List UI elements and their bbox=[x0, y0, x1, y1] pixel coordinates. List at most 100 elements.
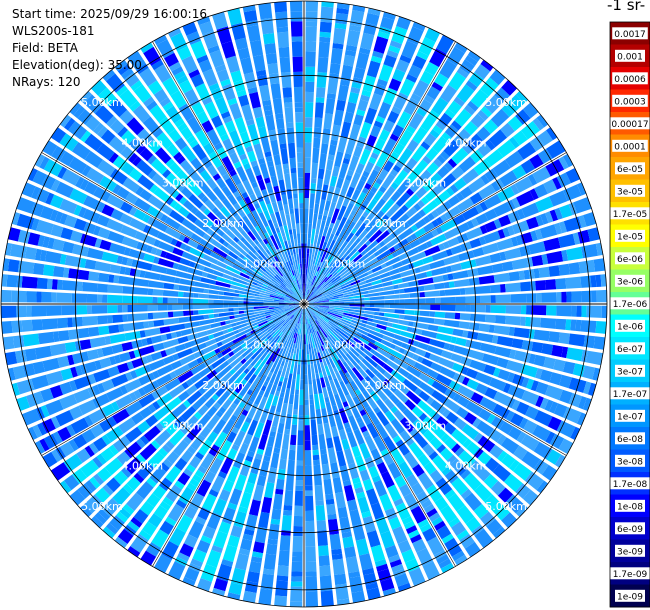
colorbar-label-bg-0 bbox=[612, 27, 648, 40]
ray-89-bin-20 bbox=[304, 404, 310, 416]
ray-93-bin-5 bbox=[297, 328, 300, 334]
ray-116-bin-48 bbox=[49, 343, 67, 357]
ray-94-bin-13 bbox=[284, 367, 290, 378]
ray-42-bin-57 bbox=[474, 64, 491, 80]
ray-81-bin-12 bbox=[329, 358, 336, 369]
ray-89-bin-54 bbox=[305, 576, 318, 592]
ray-22-bin-7 bbox=[285, 261, 292, 272]
ray-3-bin-17 bbox=[209, 284, 220, 291]
ray-109-bin-51 bbox=[73, 434, 88, 449]
ray-99-bin-23 bbox=[244, 404, 251, 412]
ray-33-bin-29 bbox=[327, 154, 335, 161]
colorbar-label-bg-10 bbox=[615, 252, 645, 265]
ray-75-bin-25 bbox=[389, 393, 400, 405]
ray-0-bin-18 bbox=[208, 299, 214, 304]
ray-69-bin-12 bbox=[356, 331, 363, 337]
ray-74-bin-42 bbox=[454, 446, 465, 457]
ray-45-bin-5 bbox=[322, 275, 334, 287]
ray-47-bin-18 bbox=[375, 244, 382, 251]
ray-67-bin-54 bbox=[553, 403, 568, 418]
ray-44-bin-3 bbox=[314, 285, 322, 294]
ray-35-bin-11 bbox=[318, 235, 326, 252]
ray-57-bin-55 bbox=[578, 259, 596, 274]
ray-69-bin-56 bbox=[549, 433, 565, 449]
ray-15-bin-47 bbox=[126, 117, 145, 136]
ray-1-bin-22 bbox=[183, 292, 194, 298]
ray-101-bin-23 bbox=[233, 398, 241, 406]
ray-67-bin-5 bbox=[327, 313, 337, 319]
ray-40-bin-29 bbox=[378, 168, 389, 181]
colorbar-label-20: 1.7e-08 bbox=[613, 480, 648, 490]
ray-37-bin-40 bbox=[377, 101, 392, 119]
ray-106-bin-48 bbox=[104, 457, 123, 476]
ray-102-bin-4 bbox=[281, 319, 292, 333]
ray-22-bin-40 bbox=[220, 111, 231, 119]
ray-118-bin-46 bbox=[67, 317, 73, 328]
ray-102-bin-44 bbox=[158, 477, 173, 492]
ray-23-bin-19 bbox=[266, 203, 274, 215]
ray-34-bin-19 bbox=[324, 200, 331, 212]
ray-54-bin-1 bbox=[308, 300, 314, 303]
ray-115-bin-59 bbox=[8, 367, 16, 381]
ray-117-bin-39 bbox=[98, 325, 110, 336]
ray-10-bin-10 bbox=[256, 274, 262, 279]
ray-70-bin-15 bbox=[367, 342, 379, 351]
ray-25-bin-1 bbox=[301, 294, 303, 300]
ray-105-bin-56 bbox=[83, 494, 103, 514]
ray-26-bin-47 bbox=[252, 54, 266, 72]
ray-28-bin-54 bbox=[276, 26, 289, 33]
ray-104-bin-40 bbox=[158, 447, 168, 458]
ray-32-bin-48 bbox=[330, 48, 343, 65]
ray-3-bin-39 bbox=[94, 261, 112, 273]
ray-46-bin-13 bbox=[353, 253, 363, 263]
ray-62-bin-1 bbox=[309, 304, 320, 307]
ray-77-bin-32 bbox=[399, 430, 415, 447]
ray-5-bin-33 bbox=[128, 248, 146, 260]
ray-57-bin-58 bbox=[593, 258, 606, 272]
ray-77-bin-6 bbox=[322, 327, 333, 341]
ray-60-bin-40 bbox=[505, 305, 522, 315]
ray-98-bin-25 bbox=[245, 416, 252, 424]
ray-21-bin-1 bbox=[294, 285, 302, 300]
ray-83-bin-13 bbox=[324, 365, 331, 376]
ray-84-bin-1 bbox=[305, 308, 308, 314]
ray-103-bin-3 bbox=[290, 315, 295, 320]
ppi-sectors bbox=[1, 1, 607, 607]
ray-67-bin-56 bbox=[563, 406, 582, 424]
ray-12-bin-29 bbox=[177, 206, 190, 218]
ray-98-bin-20 bbox=[254, 394, 263, 406]
ray-24-bin-19 bbox=[271, 201, 279, 213]
ray-53-bin-10 bbox=[351, 280, 367, 289]
ray-67-bin-14 bbox=[368, 329, 384, 339]
ray-41-bin-1 bbox=[306, 295, 310, 300]
ray-4-bin-36 bbox=[121, 256, 129, 266]
ray-6-bin-9 bbox=[256, 286, 262, 290]
ray-52-bin-56 bbox=[563, 184, 582, 202]
ray-100-bin-58 bbox=[140, 550, 157, 566]
ray-74-bin-1 bbox=[307, 307, 316, 315]
ray-7-bin-10 bbox=[252, 281, 258, 286]
ray-114-bin-7 bbox=[255, 313, 271, 320]
ray-43-bin-32 bbox=[406, 171, 419, 184]
ray-93-bin-52 bbox=[248, 561, 262, 574]
ray-84-bin-7 bbox=[313, 337, 318, 348]
ray-53-bin-42 bbox=[502, 227, 511, 238]
ray-38-bin-4 bbox=[312, 281, 316, 286]
ray-39-bin-34 bbox=[382, 138, 397, 155]
ray-115-bin-53 bbox=[32, 361, 46, 375]
ray-35-bin-3 bbox=[308, 284, 311, 290]
ray-61-bin-7 bbox=[339, 306, 350, 309]
ray-17-bin-11 bbox=[266, 255, 272, 261]
ray-65-bin-51 bbox=[549, 372, 563, 386]
ray-85-bin-37 bbox=[343, 484, 356, 502]
ray-42-bin-1 bbox=[307, 291, 314, 301]
ray-100-bin-38 bbox=[197, 465, 208, 474]
ray-110-bin-4 bbox=[281, 313, 287, 317]
ray-0-bin-30 bbox=[137, 296, 153, 304]
ring-label-2-2: 2.00km bbox=[364, 379, 406, 392]
ray-52-bin-46 bbox=[516, 208, 526, 220]
ray-97-bin-59 bbox=[182, 576, 196, 587]
ray-73-bin-42 bbox=[462, 438, 472, 449]
ray-7-bin-44 bbox=[82, 208, 101, 224]
ray-111-bin-2 bbox=[281, 308, 295, 316]
